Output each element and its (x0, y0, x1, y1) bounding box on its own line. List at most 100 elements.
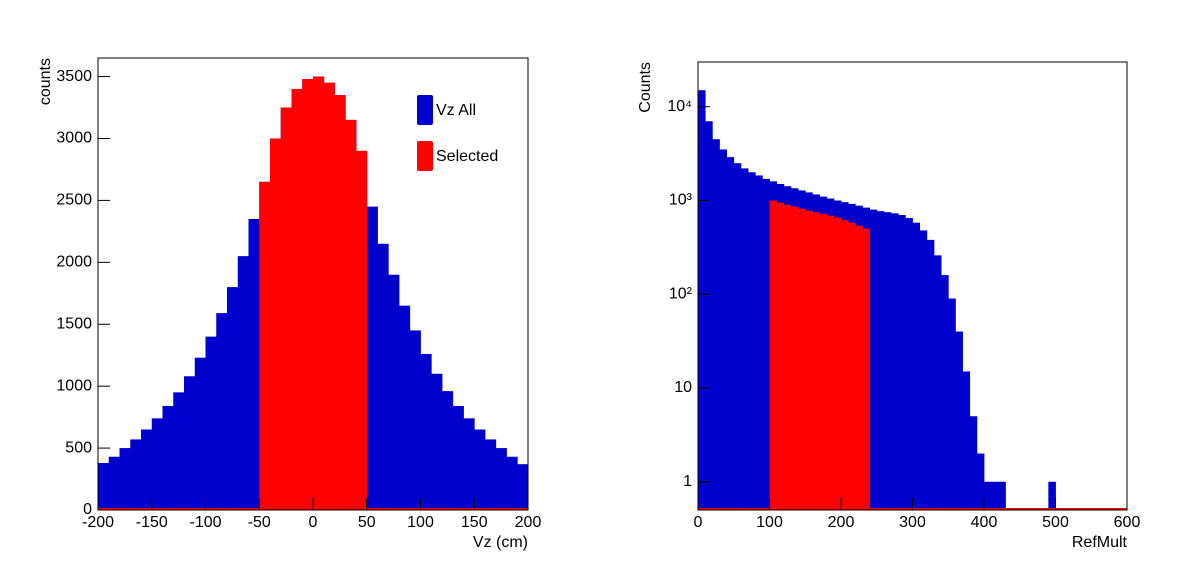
bar (345, 119, 357, 510)
y-axis-label: counts (37, 58, 54, 105)
y-tick-label: 10² (669, 285, 693, 302)
bar (313, 76, 325, 510)
legend-swatch (417, 141, 433, 171)
y-tick-label: 1000 (56, 377, 92, 394)
y-tick-label: 0 (83, 501, 92, 518)
bar (248, 218, 260, 510)
y-tick-label: 500 (65, 439, 92, 456)
x-tick-label: -150 (136, 514, 168, 531)
bar (356, 150, 368, 510)
bar (848, 222, 856, 510)
bar (748, 172, 756, 510)
x-tick-label: 100 (407, 514, 434, 531)
bar (869, 209, 878, 510)
legend-label: Selected (436, 148, 498, 165)
x-tick-label: 400 (971, 514, 998, 531)
bar (855, 225, 863, 510)
x-tick-label: -100 (189, 514, 221, 531)
bar (1048, 481, 1056, 510)
bar (912, 222, 921, 510)
x-tick-label: -50 (248, 514, 271, 531)
y-axis-label: Counts (637, 62, 654, 113)
y-tick-label: 2000 (56, 254, 92, 271)
bar (919, 230, 928, 511)
bar (130, 439, 142, 510)
bar (976, 453, 985, 510)
bar (388, 274, 400, 510)
bar (833, 217, 842, 510)
bar (776, 202, 785, 511)
x-axis-label: Vz (cm) (473, 534, 528, 551)
bar (452, 405, 464, 510)
bar (184, 376, 196, 510)
bar (883, 212, 892, 510)
x-tick-label: 100 (756, 514, 783, 531)
bar (898, 215, 906, 510)
bar (805, 210, 813, 510)
bar (755, 175, 763, 510)
bar (237, 256, 249, 510)
bar (141, 429, 153, 510)
x-tick-label: 150 (461, 514, 488, 531)
bar (862, 228, 870, 510)
bar (506, 456, 518, 510)
y-tick-label: 2500 (56, 192, 92, 209)
bar (280, 107, 292, 511)
bar (905, 218, 913, 510)
bar (205, 336, 217, 510)
bar (119, 448, 131, 510)
bar (323, 82, 335, 510)
bar (98, 462, 110, 510)
bar (790, 206, 799, 511)
bar (463, 418, 475, 510)
bar (705, 121, 713, 510)
bar (334, 95, 346, 510)
bar (194, 357, 206, 510)
bar (108, 456, 120, 510)
bar (941, 275, 949, 510)
bar (740, 168, 749, 510)
y-tick-label: 1 (683, 473, 692, 490)
bar (291, 88, 303, 511)
bar (783, 204, 792, 510)
bar (442, 391, 454, 510)
bar (431, 373, 443, 510)
bar (955, 331, 963, 510)
bar (719, 149, 727, 511)
bar (876, 211, 885, 510)
bar (819, 213, 828, 510)
x-tick-label: 300 (899, 514, 926, 531)
y-tick-label: 10⁴ (667, 98, 692, 115)
y-tick-label: 10³ (669, 192, 693, 209)
x-axis-label: RefMult (1072, 534, 1128, 551)
bar (399, 305, 411, 510)
bar (726, 157, 735, 510)
bar (259, 181, 271, 510)
y-tick-label: 1500 (56, 315, 92, 332)
bar (998, 481, 1006, 510)
y-tick-label: 3000 (56, 130, 92, 147)
bar (366, 206, 378, 511)
bar (826, 215, 835, 510)
bar (762, 178, 770, 511)
bar (485, 439, 497, 510)
x-tick-label: 50 (358, 514, 376, 531)
bar (302, 79, 314, 510)
bar (517, 464, 529, 510)
bar (162, 405, 174, 510)
bar (377, 243, 389, 510)
x-tick-label: 200 (828, 514, 855, 531)
x-tick-label: 500 (1042, 514, 1069, 531)
bar (926, 239, 935, 510)
bar (698, 90, 706, 510)
legend-swatch (417, 95, 433, 125)
bar (474, 429, 486, 510)
bar (891, 213, 899, 510)
bar (712, 139, 720, 511)
bar (812, 212, 820, 510)
bar (216, 313, 228, 510)
bar (948, 298, 956, 510)
bar (933, 255, 942, 510)
bar (227, 287, 239, 510)
